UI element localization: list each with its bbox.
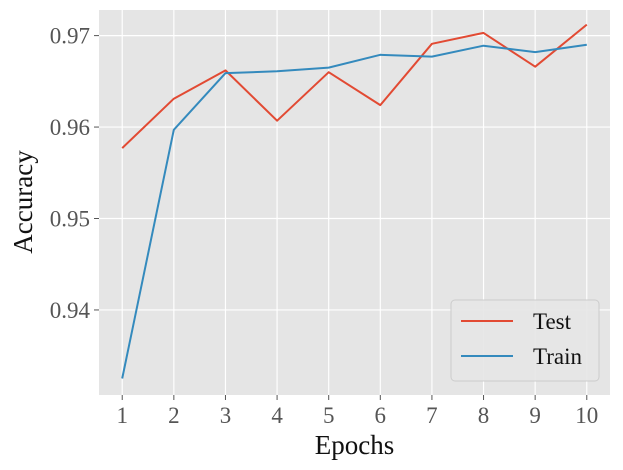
y-tick-label: 0.94 (50, 298, 91, 323)
x-tick-label: 3 (220, 403, 232, 428)
series-layer (121, 23, 588, 379)
legend-label-train: Train (533, 344, 582, 369)
y-tick-label: 0.96 (50, 115, 90, 140)
x-tick-label: 4 (271, 403, 283, 428)
x-tick-label: 5 (323, 403, 335, 428)
x-tick-label: 2 (168, 403, 180, 428)
x-tick-label: 1 (116, 403, 128, 428)
y-tick-label: 0.97 (50, 24, 90, 49)
x-tick-label: 9 (529, 403, 541, 428)
y-tick-label: 0.95 (50, 207, 90, 232)
x-tick-label: 7 (426, 403, 438, 428)
x-axis-label: Epochs (315, 430, 394, 460)
y-axis-label: Accuracy (8, 150, 38, 254)
x-tick-label: 8 (478, 403, 490, 428)
axis-ticks: 1 2 3 4 5 6 7 8 9 10 0.94 0.95 0.96 0.97 (50, 24, 599, 428)
legend: Test Train (450, 299, 600, 382)
legend-label-test: Test (533, 309, 572, 334)
series-line-train (121, 43, 587, 379)
x-tick-label: 6 (375, 403, 387, 428)
x-tick-label: 10 (575, 403, 598, 428)
